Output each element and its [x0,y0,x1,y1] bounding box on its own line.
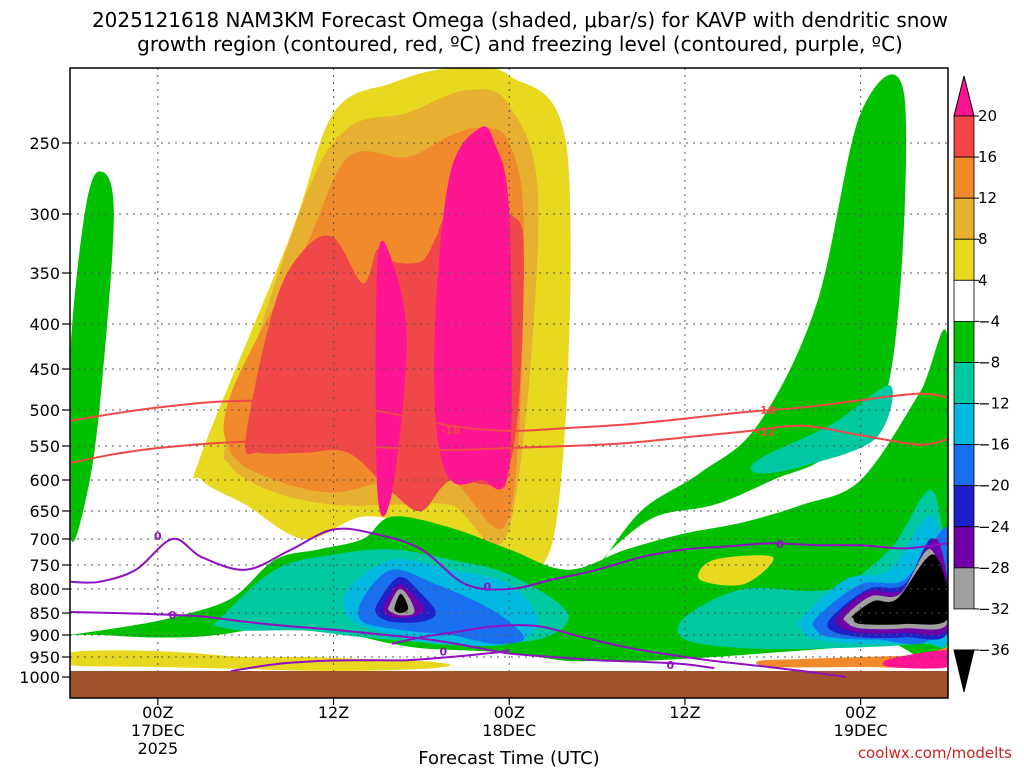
omega-shading-layer [70,68,948,671]
omega-region-5 [434,126,513,490]
freezing-label-1: 0 [154,530,162,543]
colorbar-label-0: 20 [978,107,997,125]
credit-text: coolwx.com/modelts [858,744,1012,762]
x-tick-label-24-1: 00Z [494,703,525,722]
freezing-label-6: 0 [666,659,674,672]
colorbar-label-1: 16 [978,148,997,166]
y-tick-label-550: 550 [29,437,60,456]
colorbar-swatch-3 [953,197,975,240]
colorbar-label-3: 8 [978,230,988,248]
colorbar-label-12: −32 [978,600,1010,618]
colorbar-label-4: 4 [978,271,988,289]
colorbar-swatch-12 [953,567,975,610]
dgz-warm-label: -12 [756,426,776,439]
colorbar-label-6: −8 [978,353,1000,371]
dgz-cold-label-1: -18 [441,424,461,437]
colorbar-label-2: 12 [978,189,997,207]
colorbar-label-11: −28 [978,559,1010,577]
freezing-label-4: 0 [169,609,177,622]
omega-region-11 [750,385,893,474]
y-tick-label-850: 850 [29,604,60,623]
colorbar-swatch-2 [953,156,975,199]
x-tick-label-48-2: 19DEC [834,721,888,740]
freezing-ground-contour [230,649,510,672]
colorbar-label-10: −24 [978,518,1010,536]
y-tick-label-400: 400 [29,315,60,334]
pressure-grid [70,68,948,698]
colorbar-label-8: −16 [978,436,1010,454]
x-tick-label-0-2: 17DEC [131,721,185,740]
dgz-cold-contour [70,392,948,432]
x-axis-label: Forecast Time (UTC) [418,748,599,768]
x-tick-label-0-3: 2025 [137,739,178,758]
y-tick-label-500: 500 [29,401,60,420]
colorbar-swatch-1 [953,115,975,158]
y-tick-label-450: 450 [29,360,60,379]
y-tick-label-600: 600 [29,471,60,490]
y-tick-label-750: 750 [29,556,60,575]
colorbar-swatch-11 [953,526,975,569]
dgz-label-fragment: -1 [305,394,317,407]
freezing-level-contour [70,527,948,591]
colorbar-swatch-4 [953,238,975,281]
y-tick-label-700: 700 [29,530,60,549]
omega-region-23 [851,554,948,625]
freezing-second-contour [391,624,847,678]
omega-region-24 [70,650,451,671]
colorbar-label-9: −20 [978,477,1010,495]
y-tick-label-350: 350 [29,264,60,283]
omega-region-6 [70,171,114,542]
y-tick-label-950: 950 [29,648,60,667]
freezing-lower-contour [70,611,715,670]
contour-layer: -1 -18 -18 -12 0 0 0 0 0 0 [70,392,948,678]
chart-title-line2: growth region (contoured, red, ºC) and f… [137,32,903,56]
y-tick-label-900: 900 [29,626,60,645]
colorbar-swatch-7 [953,362,975,404]
colorbar-label-13: −36 [978,641,1010,659]
colorbar-top-arrow [953,75,975,117]
colorbar-bottom-arrow [953,649,975,693]
colorbar: 20 16 12 8 4 −4 −8 −12 −16 −20 −24 −28 −32 −36 [953,75,1010,693]
x-tick-label-12-1: 12Z [318,703,349,722]
ground-surface [70,671,948,698]
y-tick-label-250: 250 [29,134,60,153]
x-tick-label-24-2: 18DEC [482,721,536,740]
freezing-label-5: 0 [440,646,448,659]
colorbar-swatch-8 [953,403,975,446]
dgz-warm-contour [70,424,948,464]
omega-region-27 [698,555,774,586]
colorbar-swatch-10 [953,485,975,528]
colorbar-label-7: −12 [978,395,1010,413]
colorbar-swatch-6 [953,320,975,363]
colorbar-swatch-5 [953,279,975,322]
dgz-cold-label-2: -18 [756,404,776,417]
y-axis: 250 300 350 400 450 500 550 600 650 700 750 800 850 9… [19,134,70,687]
chart-title-line1: 2025121618 NAM3KM Forecast Omega (shaded… [92,8,948,32]
y-tick-label-650: 650 [29,502,60,521]
omega-region-26 [882,650,948,669]
colorbar-swatch-9 [953,444,975,487]
y-tick-label-1000: 1000 [19,668,60,687]
colorbar-label-5: −4 [978,312,1000,330]
x-tick-label-36-1: 12Z [669,703,700,722]
freezing-label-3: 0 [776,538,784,551]
x-tick-label-48-1: 00Z [845,703,876,722]
y-tick-label-800: 800 [29,580,60,599]
freezing-label-2: 0 [483,581,491,594]
y-tick-label-300: 300 [29,205,60,224]
x-tick-label-0-1: 00Z [142,703,173,722]
omega-region-22 [394,593,409,614]
